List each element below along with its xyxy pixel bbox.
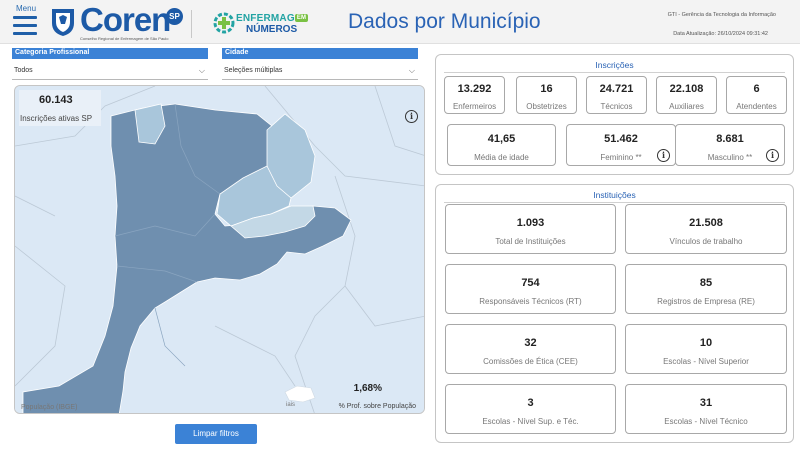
kpi-enfermeiros: 13.292 Enfermeiros (444, 76, 505, 114)
map-cut-label-left: População (IBGE) (21, 404, 78, 411)
map-kpi-value: 60.143 (39, 94, 73, 106)
kpi-value: 32 (524, 337, 537, 349)
kpi-comissoes-etica: 32 Comissões de Ética (CEE) (445, 324, 616, 374)
kpi-value: 21.508 (689, 217, 723, 229)
feminino-info-icon[interactable]: i (657, 149, 670, 162)
kpi-registros-empresa: 85 Registros de Empresa (RE) (625, 264, 787, 314)
cidade-dropdown[interactable]: Seleções múltiplas ⌵ (222, 63, 418, 80)
kpi-label: Comissões de Ética (CEE) (483, 357, 578, 366)
clear-filters-button[interactable]: Limpar filtros (175, 424, 257, 444)
map-cut-label-mid: iais (286, 402, 296, 408)
kpi-label: Média de idade (474, 153, 529, 162)
kpi-value: 6 (753, 83, 760, 95)
municipality-map-card: 60.143 Inscrições ativas SP i 1,68% % Pr… (14, 85, 425, 414)
kpi-value: 24.721 (599, 83, 634, 95)
kpi-escolas-tecnico: 31 Escolas - Nível Técnico (625, 384, 787, 434)
kpi-value: 85 (699, 277, 713, 289)
inscricoes-title: Inscrições (595, 60, 634, 70)
kpi-value: 22.108 (669, 83, 704, 95)
kpi-vinculos: 21.508 Vínculos de trabalho (625, 204, 787, 254)
chevron-down-icon: ⌵ (408, 66, 415, 75)
hamburger-menu-icon[interactable] (13, 16, 37, 36)
kpi-value: 10 (699, 337, 713, 349)
kpi-feminino: 51.462 Feminino ** i (566, 124, 676, 166)
kpi-value: 1.093 (516, 217, 545, 229)
map-region-top-left (134, 103, 166, 145)
kpi-label: Atendentes (736, 102, 777, 111)
map-region-middle (216, 165, 292, 227)
page-title: Dados por Município (348, 10, 541, 33)
kpi-label: Enfermeiros (452, 102, 497, 111)
kpi-label: Vínculos de trabalho (669, 237, 743, 246)
kpi-label: Masculino ** (707, 153, 753, 162)
kpi-label: Técnicos (600, 102, 633, 111)
kpi-responsaveis-tecnicos: 754 Responsáveis Técnicos (RT) (445, 264, 616, 314)
kpi-label: Feminino ** (600, 153, 642, 162)
gti-label: GTI - Gerência da Tecnologia da Informaç… (667, 12, 776, 18)
logo-subtitle: Conselho Regional de Enfermagem de São P… (80, 36, 169, 41)
kpi-value: 3 (527, 397, 534, 409)
kpi-label: Total de Instituições (495, 237, 566, 246)
categoria-dropdown[interactable]: Todos ⌵ (12, 63, 208, 80)
kpi-media-idade: 41,65 Média de idade (447, 124, 556, 166)
instituicoes-panel: Instituições 1.093 Total de Instituições… (435, 184, 794, 443)
instituicoes-title: Instituições (593, 190, 636, 200)
kpi-atendentes: 6 Atendentes (726, 76, 787, 114)
kpi-escolas-sup-tec: 3 Escolas - Nível Sup. e Téc. (445, 384, 616, 434)
kpi-obstetrizes: 16 Obstetrizes (516, 76, 577, 114)
municipality-map[interactable] (15, 86, 425, 414)
kpi-value: 31 (699, 397, 713, 409)
map-region-lower-light (230, 205, 316, 239)
cidade-filter-label: Cidade (222, 48, 418, 59)
map-info-icon[interactable]: i (405, 110, 418, 123)
numeros-text: NÚMEROS (246, 24, 298, 35)
kpi-masculino: 8.681 Masculino ** i (675, 124, 785, 166)
kpi-label: Escolas - Nível Sup. e Téc. (482, 417, 579, 426)
map-pct-label: % Prof. sobre População (338, 403, 416, 410)
kpi-value: 16 (540, 83, 553, 95)
map-kpi-label: Inscrições ativas SP (20, 114, 93, 123)
kpi-value: 41,65 (487, 133, 516, 145)
kpi-auxiliares: 22.108 Auxiliares (656, 76, 717, 114)
coren-logo-text: Coren (80, 1, 171, 38)
sp-badge: SP (166, 8, 183, 25)
coren-shield-logo-icon (52, 9, 74, 36)
kpi-label: Escolas - Nível Técnico (664, 417, 748, 426)
kpi-label: Registros de Empresa (RE) (657, 297, 755, 306)
kpi-label: Escolas - Nível Superior (663, 357, 749, 366)
header-divider (191, 10, 192, 38)
panel-divider (444, 72, 785, 73)
categoria-filter-label: Categoria Profissional (12, 48, 208, 59)
chevron-down-icon: ⌵ (198, 66, 205, 75)
kpi-total-instituicoes: 1.093 Total de Instituições (445, 204, 616, 254)
cidade-selected-value: Seleções múltiplas (224, 67, 283, 74)
app-header: Menu Coren SP Conselho Regional de Enfer… (0, 0, 800, 44)
map-kpi-box (19, 90, 101, 126)
kpi-label: Auxiliares (669, 102, 704, 111)
categoria-selected-value: Todos (14, 67, 33, 74)
kpi-label: Responsáveis Técnicos (RT) (479, 297, 582, 306)
kpi-value: 754 (521, 277, 540, 289)
inscricoes-panel: Inscrições 13.292 Enfermeiros 16 Obstetr… (435, 54, 794, 175)
menu-label: Menu (16, 4, 37, 13)
map-pct-value: 1,68% (353, 383, 382, 394)
update-timestamp: Data Atualização: 26/10/2024 09:31:42 (673, 31, 768, 37)
enfermagem-text: ENFERMAG EM (236, 13, 309, 24)
enfermagem-numeros-logo-icon (213, 12, 235, 34)
kpi-value: 13.292 (457, 83, 492, 95)
panel-divider (444, 202, 785, 203)
kpi-escolas-superior: 10 Escolas - Nível Superior (625, 324, 787, 374)
kpi-tecnicos: 24.721 Técnicos (586, 76, 647, 114)
kpi-value: 8.681 (716, 133, 744, 145)
masculino-info-icon[interactable]: i (766, 149, 779, 162)
kpi-value: 51.462 (604, 133, 638, 145)
kpi-label: Obstetrizes (526, 102, 567, 111)
